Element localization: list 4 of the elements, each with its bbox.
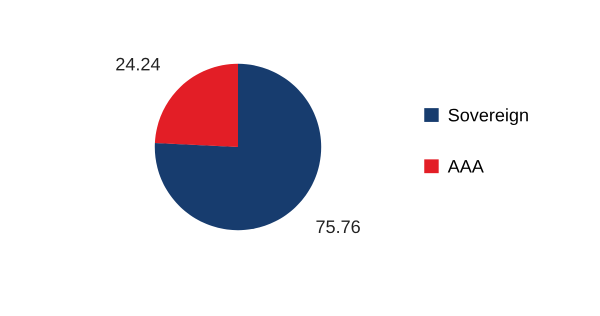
data-label: 24.24 [116,58,160,70]
data-label: 75.76 [316,220,360,234]
legend-label: Sovereign [448,108,528,126]
legend-label: AAA [448,160,484,173]
